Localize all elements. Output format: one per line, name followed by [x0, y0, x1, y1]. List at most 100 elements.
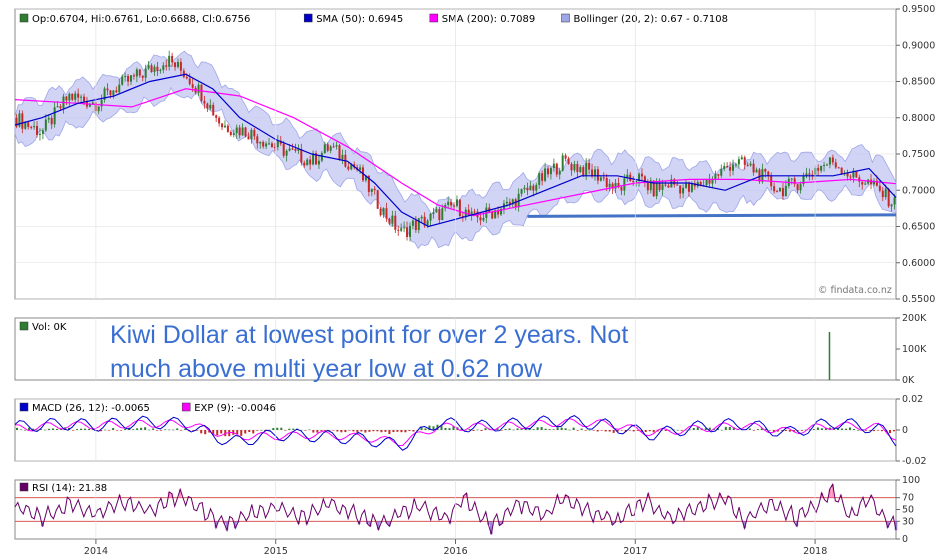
- macd-histogram-bar: [564, 428, 567, 430]
- macd-histogram-bar: [724, 426, 727, 430]
- macd-histogram-bar: [596, 430, 599, 432]
- macd-histogram-bar: [728, 427, 731, 430]
- candle-body: [643, 176, 646, 183]
- macd-histogram-bar: [392, 430, 395, 433]
- macd-histogram-bar: [280, 427, 283, 430]
- y-tick-label: 0.6000: [902, 258, 935, 269]
- candle-body: [544, 168, 547, 181]
- macd-histogram-bar: [848, 427, 851, 430]
- candle-body: [834, 162, 837, 168]
- macd-histogram-bar: [644, 430, 647, 433]
- candle-body: [241, 127, 244, 136]
- candle-body: [326, 144, 329, 151]
- macd-histogram-bar: [444, 427, 447, 430]
- legend-swatch: [561, 13, 570, 23]
- macd-histogram-bar: [212, 430, 215, 435]
- candle-body: [482, 217, 485, 221]
- macd-histogram-bar: [152, 428, 155, 430]
- candle-body: [547, 168, 550, 175]
- candle-body: [414, 220, 417, 231]
- macd-histogram-bar: [620, 430, 623, 431]
- volume-bar: [828, 331, 831, 380]
- y-tick-label: 0.7000: [902, 185, 935, 196]
- candle-body: [65, 96, 68, 101]
- candle-body: [667, 185, 670, 188]
- candle-body: [808, 173, 811, 175]
- candle-body: [552, 163, 555, 169]
- x-tick-label: 2014: [84, 546, 108, 557]
- legend-entry: RSI (14): 21.88: [32, 483, 107, 494]
- macd-histogram-bar: [248, 430, 251, 433]
- macd-histogram-bar: [436, 424, 439, 430]
- macd-histogram-bar: [196, 430, 199, 431]
- macd-histogram-bar: [608, 430, 611, 432]
- candle-body: [403, 227, 406, 229]
- candle-body: [793, 178, 796, 185]
- macd-histogram-bar: [504, 428, 507, 430]
- candle-body: [450, 201, 453, 206]
- macd-histogram-bar: [624, 430, 627, 432]
- macd-histogram-bar: [32, 428, 35, 430]
- candle-body: [591, 169, 594, 176]
- macd-histogram-bar: [376, 430, 379, 432]
- y-tick-label: -0.02: [902, 456, 927, 467]
- candle-body: [285, 150, 288, 156]
- candle-body: [479, 217, 482, 221]
- candle-body: [259, 141, 262, 144]
- macd-histogram-bar: [472, 430, 475, 431]
- candle-body: [887, 188, 890, 207]
- macd-histogram-bar: [100, 430, 103, 432]
- candle-body: [420, 216, 423, 219]
- candle-body: [312, 153, 315, 165]
- y-tick-label: 0.5500: [902, 294, 935, 305]
- candle-body: [229, 131, 232, 135]
- candle-body: [56, 106, 59, 108]
- macd-histogram-bar: [840, 428, 843, 430]
- y-tick-label: 0.7500: [902, 149, 935, 160]
- candle-body: [109, 90, 112, 95]
- macd-histogram-bar: [600, 430, 603, 431]
- candle-body: [799, 184, 802, 191]
- candle-body: [579, 167, 582, 172]
- candle-body: [764, 168, 767, 172]
- candle-body: [608, 183, 611, 187]
- rsi-oversold-fill: [233, 521, 237, 529]
- candle-body: [494, 210, 497, 219]
- macd-histogram-bar: [536, 427, 539, 430]
- candle-body: [784, 185, 787, 197]
- candle-body: [156, 66, 159, 72]
- macd-histogram-bar: [804, 429, 807, 431]
- candle-body: [893, 197, 896, 205]
- candle-body: [315, 153, 318, 165]
- y-tick-label: 70: [902, 493, 914, 504]
- candle-body: [77, 93, 80, 98]
- candle-body: [197, 84, 200, 93]
- macd-histogram-bar: [160, 430, 163, 431]
- candle-body: [872, 180, 875, 185]
- candle-body: [690, 183, 693, 192]
- macd-histogram-bar: [316, 430, 319, 433]
- rsi-overbought-fill: [646, 493, 650, 498]
- macd-histogram-bar: [732, 427, 735, 430]
- candle-body: [646, 182, 649, 191]
- macd-histogram-bar: [400, 430, 403, 433]
- candle-body: [74, 93, 77, 100]
- candle-body: [317, 160, 320, 165]
- candle-body: [223, 125, 226, 128]
- candle-body: [458, 199, 461, 217]
- macd-histogram-bar: [844, 428, 847, 430]
- candle-body: [394, 215, 397, 230]
- candle-body: [353, 164, 356, 168]
- macd-histogram-bar: [476, 429, 479, 431]
- candle-body: [708, 179, 711, 184]
- legend-entry: SMA (200): 0.7089: [442, 14, 535, 25]
- candle-body: [884, 188, 887, 198]
- bollinger-band: [14, 50, 897, 250]
- macd-histogram-bar: [708, 427, 711, 430]
- rsi-oversold-fill: [225, 521, 229, 531]
- legend-entry: EXP (9): -0.0046: [194, 403, 276, 414]
- candle-body: [209, 104, 212, 109]
- legend-swatch: [19, 482, 29, 492]
- candle-body: [576, 163, 579, 172]
- candle-body: [734, 164, 737, 166]
